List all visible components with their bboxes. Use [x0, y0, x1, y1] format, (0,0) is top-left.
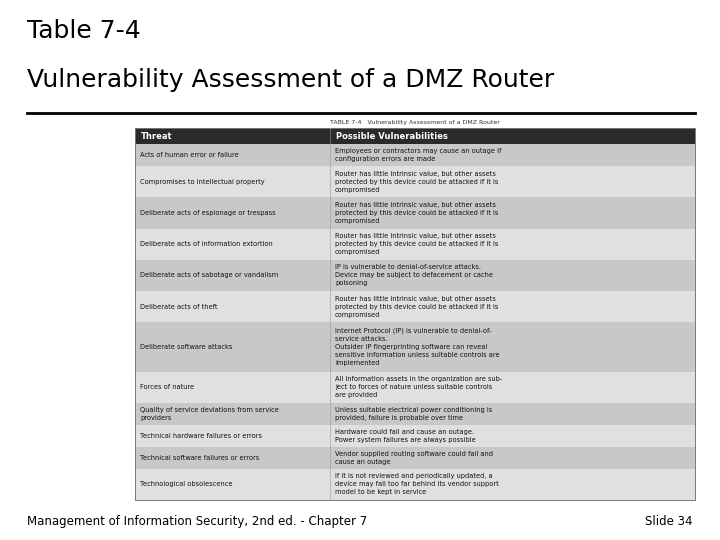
Text: Compromises to intellectual property: Compromises to intellectual property: [140, 179, 265, 185]
Text: Vulnerability Assessment of a DMZ Router: Vulnerability Assessment of a DMZ Router: [27, 68, 554, 91]
Text: Unless suitable electrical power conditioning is
provided, failure is probable o: Unless suitable electrical power conditi…: [335, 407, 492, 421]
Text: Router has little intrinsic value, but other assets
protected by this device cou: Router has little intrinsic value, but o…: [335, 295, 498, 318]
Text: Quality of service deviations from service
providers: Quality of service deviations from servi…: [140, 407, 279, 421]
Text: Deliberate acts of sabotage or vandalism: Deliberate acts of sabotage or vandalism: [140, 272, 279, 278]
Text: All information assets in the organization are sub-
ject to forces of nature unl: All information assets in the organizati…: [335, 376, 503, 398]
Text: Table 7-4: Table 7-4: [27, 19, 141, 43]
Text: Employees or contractors may cause an outage if
configuration errors are made: Employees or contractors may cause an ou…: [335, 148, 501, 162]
Text: Router has little intrinsic value, but other assets
protected by this device cou: Router has little intrinsic value, but o…: [335, 202, 498, 224]
Text: Slide 34: Slide 34: [645, 515, 693, 528]
Text: Technological obsolescence: Technological obsolescence: [140, 482, 233, 488]
Text: Router has little intrinsic value, but other assets
protected by this device cou: Router has little intrinsic value, but o…: [335, 233, 498, 255]
Text: Internet Protocol (IP) is vulnerable to denial-of-
service attacks.
Outsider IP : Internet Protocol (IP) is vulnerable to …: [335, 328, 500, 366]
Text: Deliberate acts of espionage or trespass: Deliberate acts of espionage or trespass: [140, 210, 276, 216]
Text: Router has little intrinsic value, but other assets
protected by this device cou: Router has little intrinsic value, but o…: [335, 171, 498, 193]
Text: IP is vulnerable to denial-of-service attacks.
Device may be subject to defaceme: IP is vulnerable to denial-of-service at…: [335, 265, 493, 286]
Text: If it is not reviewed and periodically updated, a
device may fall too far behind: If it is not reviewed and periodically u…: [335, 474, 499, 495]
Text: Forces of nature: Forces of nature: [140, 384, 194, 390]
Text: Deliberate software attacks: Deliberate software attacks: [140, 344, 233, 350]
Text: Deliberate acts of information extortion: Deliberate acts of information extortion: [140, 241, 273, 247]
Text: TABLE 7-4   Vulnerability Assessment of a DMZ Router: TABLE 7-4 Vulnerability Assessment of a …: [330, 120, 500, 125]
Text: Technical hardware failures or errors: Technical hardware failures or errors: [140, 433, 262, 439]
Text: Deliberate acts of theft: Deliberate acts of theft: [140, 303, 217, 309]
Text: Management of Information Security, 2nd ed. - Chapter 7: Management of Information Security, 2nd …: [27, 515, 368, 528]
Text: Technical software failures or errors: Technical software failures or errors: [140, 455, 259, 461]
Text: Threat: Threat: [141, 132, 172, 140]
Text: Hardware could fail and cause an outage.
Power system failures are always possib: Hardware could fail and cause an outage.…: [335, 429, 476, 443]
Text: Acts of human error or failure: Acts of human error or failure: [140, 152, 239, 158]
Text: Possible Vulnerabilities: Possible Vulnerabilities: [336, 132, 448, 140]
Text: Vendor supplied routing software could fail and
cause an outage: Vendor supplied routing software could f…: [335, 451, 493, 465]
